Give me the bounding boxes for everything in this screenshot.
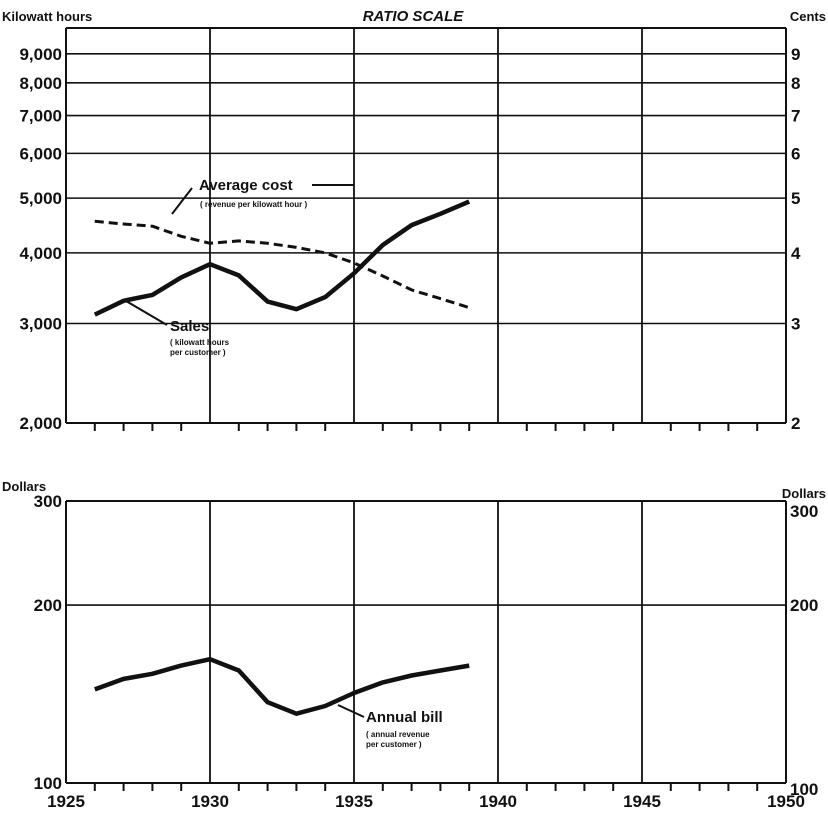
x-tick-label-1925: 1925	[47, 792, 85, 811]
average-cost-label: Average cost	[199, 177, 293, 194]
bottom-right-axis-label: Dollars	[782, 486, 826, 501]
top-right-tick-label-4: 6	[791, 144, 800, 163]
series-line-sales	[93, 199, 471, 317]
top-left-tick-label-7: 9,000	[19, 45, 62, 64]
x-tick-label-1930: 1930	[191, 792, 229, 811]
top-right-tick-label-6: 8	[791, 74, 800, 93]
top-right-tick-label-2: 4	[791, 244, 801, 263]
x-tick-label-1945: 1945	[623, 792, 661, 811]
top-right-tick-label-7: 9	[791, 45, 800, 64]
bottom-right-tick-label-0: 100	[790, 780, 818, 799]
sales-leader-line	[125, 300, 168, 326]
top-left-tick-label-2: 4,000	[19, 244, 62, 263]
sales-annotation: Sales ( kilowatt hours per customer )	[125, 300, 230, 357]
top-left-tick-label-0: 2,000	[19, 414, 62, 433]
annual-bill-sublabel-1: ( annual revenue	[366, 730, 430, 739]
top-right-tick-label-5: 7	[791, 107, 800, 126]
top-left-tick-label-6: 8,000	[19, 74, 62, 93]
top-right-tick-label-1: 3	[791, 314, 800, 333]
annual-bill-sublabel-2: per customer )	[366, 740, 422, 749]
bottom-left-axis-label: Dollars	[2, 479, 46, 494]
top-left-tick-label-1: 3,000	[19, 314, 62, 333]
annual-bill-label: Annual bill	[366, 709, 443, 726]
x-tick-label-1950: 1950	[767, 792, 805, 811]
x-tick-label-1935: 1935	[335, 792, 373, 811]
top-left-tick-label-4: 6,000	[19, 144, 62, 163]
top-chart-title: RATIO SCALE	[363, 8, 465, 25]
sales-label: Sales	[170, 318, 209, 335]
top-left-tick-label-3: 5,000	[19, 189, 62, 208]
sales-sublabel-2: per customer )	[170, 348, 226, 357]
top-right-tick-label-3: 5	[791, 189, 800, 208]
annual-bill-annotation: Annual bill ( annual revenue per custome…	[337, 704, 443, 749]
chart-marks: 2,000 3,000 4,000 5,000 6,000 7,000 8,000 9,000…	[19, 27, 818, 811]
average-cost-sublabel: ( revenue per kilowatt hour )	[200, 200, 307, 209]
annual-bill-leader-line	[337, 704, 365, 718]
bottom-right-tick-label-2: 300	[790, 502, 818, 521]
bottom-right-tick-label-1: 200	[790, 596, 818, 615]
sales-sublabel-1: ( kilowatt hours	[170, 338, 230, 347]
average-cost-annotation: Average cost ( revenue per kilowatt hour…	[171, 177, 354, 215]
average-cost-leader-line	[171, 187, 193, 215]
top-left-tick-label-5: 7,000	[19, 107, 62, 126]
top-right-axis-label: Cents	[790, 9, 826, 24]
bottom-left-tick-label-2: 300	[34, 492, 62, 511]
series-line-annual-bill	[94, 656, 470, 716]
top-left-axis-label: Kilowatt hours	[2, 9, 92, 24]
bottom-left-tick-label-0: 100	[34, 774, 62, 793]
bottom-left-tick-label-1: 200	[34, 596, 62, 615]
x-tick-label-1940: 1940	[479, 792, 517, 811]
top-right-tick-label-0: 2	[791, 414, 800, 433]
series-line-average-cost	[94, 219, 470, 310]
